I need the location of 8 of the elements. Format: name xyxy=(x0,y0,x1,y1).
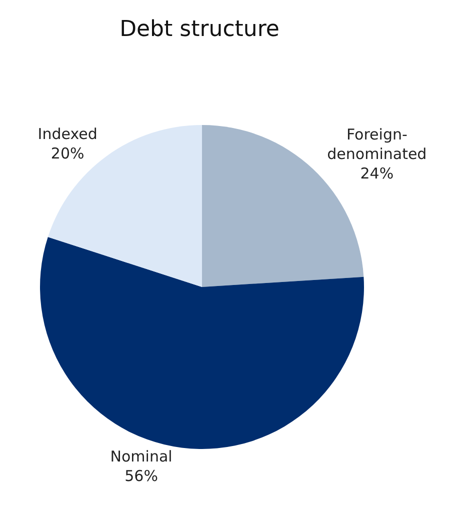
slice-label: Indexed xyxy=(38,124,98,143)
slice-label: Nominal xyxy=(110,447,172,466)
data-label: 24% xyxy=(360,164,394,182)
slice-label: Foreign-denominated xyxy=(327,125,427,163)
chart-title: Debt structure xyxy=(120,16,280,42)
pie-slice xyxy=(40,236,364,449)
data-label: 20% xyxy=(50,144,84,162)
data-label: 56% xyxy=(124,466,158,485)
